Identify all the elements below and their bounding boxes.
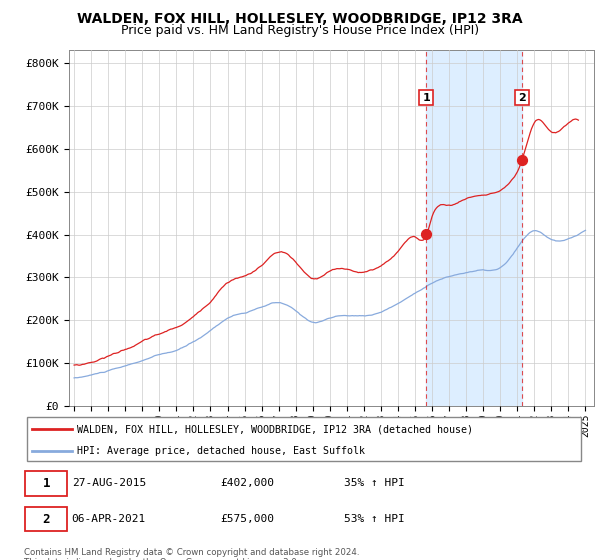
FancyBboxPatch shape xyxy=(25,472,67,496)
FancyBboxPatch shape xyxy=(25,507,67,531)
Text: 53% ↑ HPI: 53% ↑ HPI xyxy=(344,514,404,524)
Bar xyxy=(426,50,522,406)
Point xyxy=(29,426,36,432)
Point xyxy=(29,447,36,454)
Text: WALDEN, FOX HILL, HOLLESLEY, WOODBRIDGE, IP12 3RA: WALDEN, FOX HILL, HOLLESLEY, WOODBRIDGE,… xyxy=(77,12,523,26)
Text: £575,000: £575,000 xyxy=(220,514,274,524)
Text: Contains HM Land Registry data © Crown copyright and database right 2024.
This d: Contains HM Land Registry data © Crown c… xyxy=(24,548,359,560)
Point xyxy=(68,426,75,432)
Point xyxy=(421,229,431,238)
Text: Price paid vs. HM Land Registry's House Price Index (HPI): Price paid vs. HM Land Registry's House … xyxy=(121,24,479,37)
Point xyxy=(68,447,75,454)
Point xyxy=(517,155,527,164)
Text: 35% ↑ HPI: 35% ↑ HPI xyxy=(344,478,404,488)
Text: 1: 1 xyxy=(43,477,50,490)
Text: 1: 1 xyxy=(422,92,430,102)
Text: 06-APR-2021: 06-APR-2021 xyxy=(71,514,146,524)
Text: 27-AUG-2015: 27-AUG-2015 xyxy=(71,478,146,488)
Text: WALDEN, FOX HILL, HOLLESLEY, WOODBRIDGE, IP12 3RA (detached house): WALDEN, FOX HILL, HOLLESLEY, WOODBRIDGE,… xyxy=(77,425,473,435)
Text: 2: 2 xyxy=(43,513,50,526)
Text: 2: 2 xyxy=(518,92,526,102)
Text: HPI: Average price, detached house, East Suffolk: HPI: Average price, detached house, East… xyxy=(77,446,365,456)
FancyBboxPatch shape xyxy=(27,417,581,461)
Text: £402,000: £402,000 xyxy=(220,478,274,488)
